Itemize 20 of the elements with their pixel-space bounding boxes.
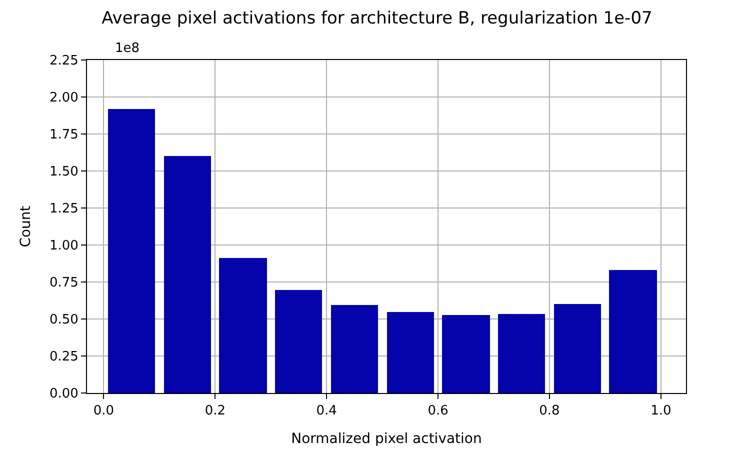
y-tick-label: 0.50 — [49, 312, 78, 328]
y-tick-label: 1.50 — [49, 164, 78, 180]
chart-title: Average pixel activations for architecture B, regularization 1e-07 — [102, 8, 652, 28]
y-tick-label: 0.00 — [49, 386, 78, 402]
y-axis-title: Count — [18, 205, 34, 248]
y-tick-label: 1.25 — [49, 202, 78, 217]
y-tick-label: 2.00 — [49, 90, 78, 106]
x-axis-title: Normalized pixel activation — [291, 430, 482, 447]
text: 1e8 — [115, 41, 140, 56]
x-tick-label: 0.6 — [428, 404, 448, 419]
y-tick-label: 1.75 — [49, 128, 78, 143]
x-tick-label: 0.4 — [316, 404, 337, 419]
y-tick-label: 2.25 — [49, 54, 78, 69]
x-tick-label: 0.0 — [93, 404, 114, 419]
x-tick-label: 1.0 — [650, 404, 672, 419]
y-tick-label: 0.75 — [49, 276, 78, 291]
x-tick-label: 0.2 — [204, 404, 226, 419]
y-tick-label: 0.25 — [49, 350, 78, 365]
x-tick-label: 0.8 — [539, 404, 560, 419]
y-tick-label: 1.00 — [49, 238, 78, 254]
